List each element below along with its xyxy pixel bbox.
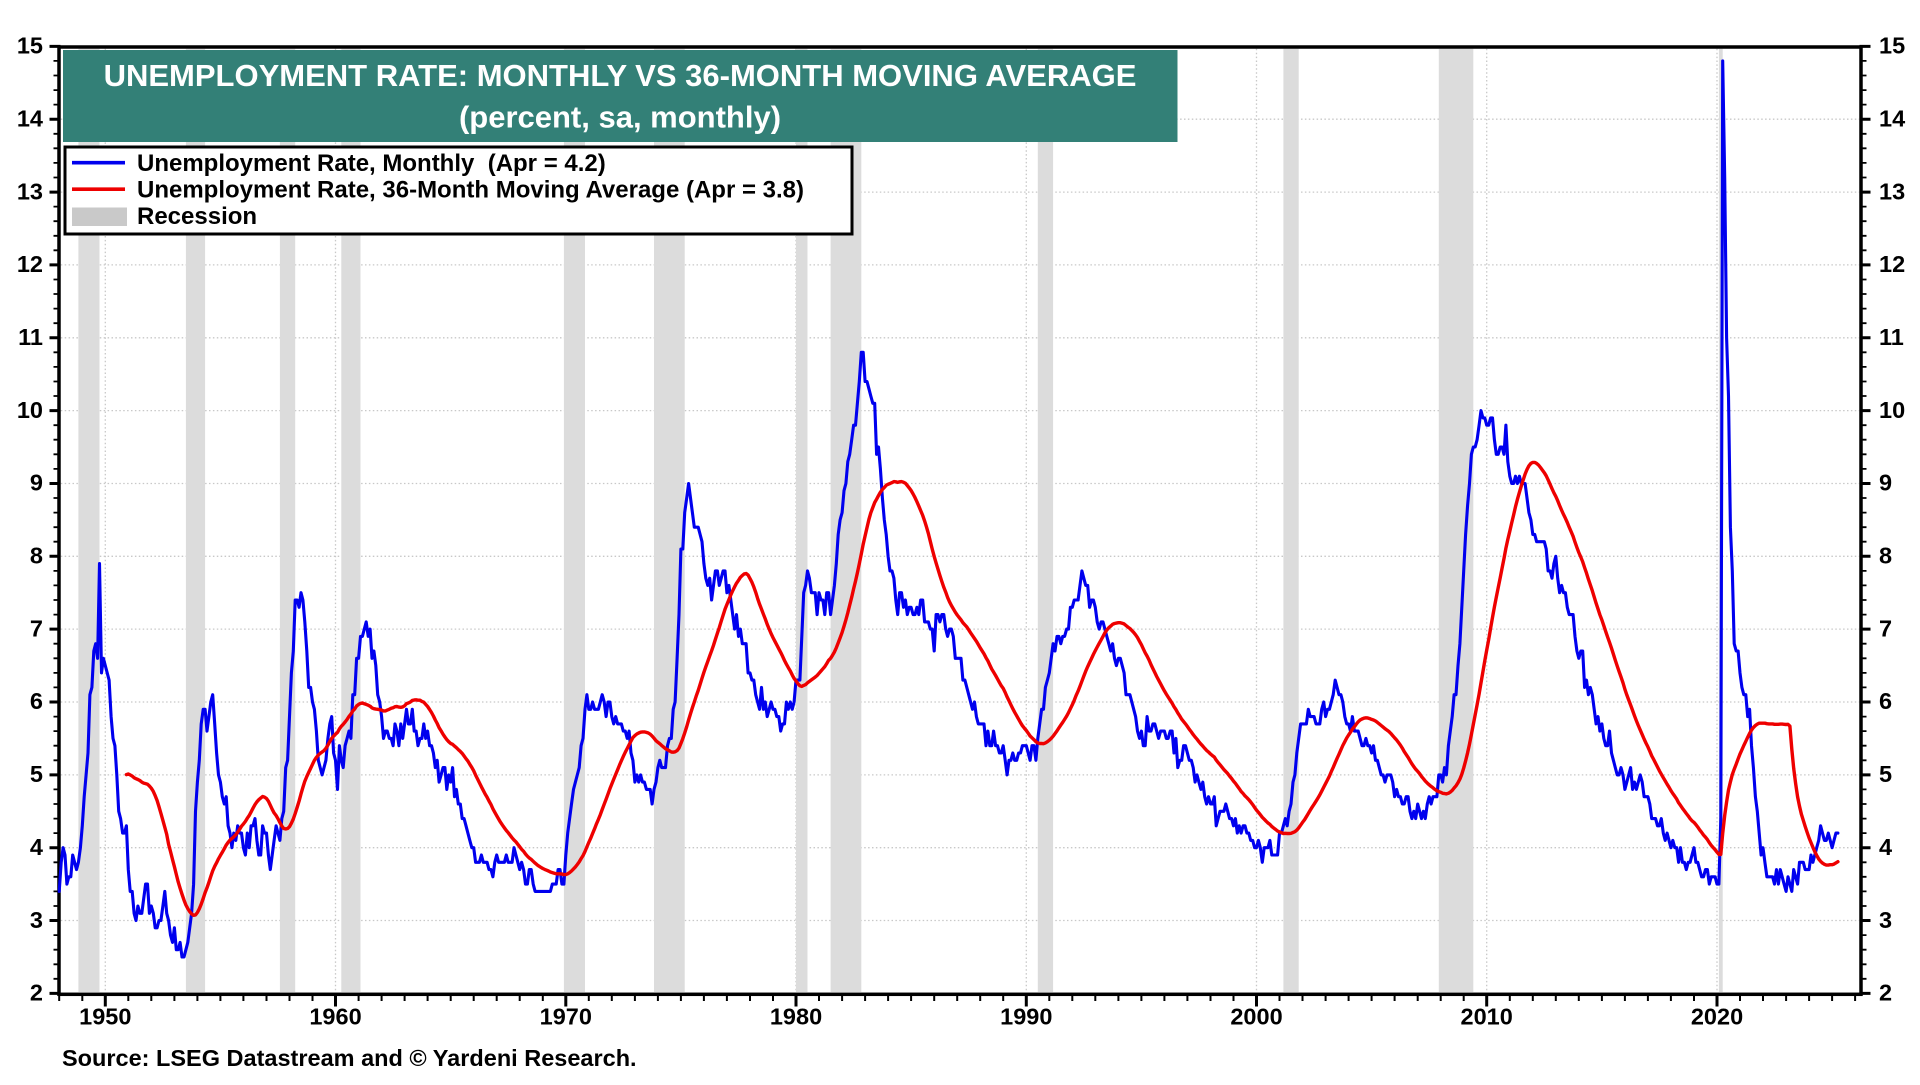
svg-text:9: 9 xyxy=(1879,470,1892,496)
svg-text:1970: 1970 xyxy=(540,1004,592,1030)
svg-text:7: 7 xyxy=(30,615,43,641)
svg-text:11: 11 xyxy=(1879,324,1904,350)
svg-text:1960: 1960 xyxy=(309,1004,361,1030)
svg-text:(percent, sa, monthly): (percent, sa, monthly) xyxy=(459,100,781,135)
svg-text:5: 5 xyxy=(1879,761,1892,787)
svg-text:3: 3 xyxy=(1879,907,1892,933)
svg-text:12: 12 xyxy=(17,251,43,277)
svg-text:15: 15 xyxy=(17,33,43,59)
svg-text:Recession: Recession xyxy=(137,203,257,230)
svg-text:4: 4 xyxy=(30,834,43,860)
svg-text:2: 2 xyxy=(30,980,43,1006)
svg-text:Unemployment Rate, Monthly (A: Unemployment Rate, Monthly (Apr = 4.2) xyxy=(137,150,606,177)
svg-text:1950: 1950 xyxy=(79,1004,131,1030)
svg-text:14: 14 xyxy=(1879,105,1905,131)
svg-text:2010: 2010 xyxy=(1461,1004,1513,1030)
svg-text:5: 5 xyxy=(30,761,43,787)
svg-text:12: 12 xyxy=(1879,251,1905,277)
svg-text:9: 9 xyxy=(30,470,43,496)
svg-text:15: 15 xyxy=(1879,33,1905,59)
svg-text:UNEMPLOYMENT RATE: MONTHLY VS: UNEMPLOYMENT RATE: MONTHLY VS 36-MONTH M… xyxy=(104,58,1137,93)
svg-text:8: 8 xyxy=(30,543,43,569)
svg-text:13: 13 xyxy=(17,178,43,204)
svg-text:2000: 2000 xyxy=(1230,1004,1282,1030)
svg-text:14: 14 xyxy=(17,105,43,131)
svg-text:Source: LSEG Datastream and ©: Source: LSEG Datastream and © Yardeni Re… xyxy=(62,1045,637,1071)
svg-text:3: 3 xyxy=(30,907,43,933)
svg-text:4: 4 xyxy=(1879,834,1892,860)
svg-text:6: 6 xyxy=(1879,688,1892,714)
svg-text:8: 8 xyxy=(1879,543,1892,569)
svg-text:11: 11 xyxy=(18,324,43,350)
svg-text:6: 6 xyxy=(30,688,43,714)
svg-text:13: 13 xyxy=(1879,178,1905,204)
svg-text:1990: 1990 xyxy=(1000,1004,1052,1030)
svg-text:2020: 2020 xyxy=(1691,1004,1743,1030)
svg-text:10: 10 xyxy=(17,397,43,423)
svg-text:1980: 1980 xyxy=(770,1004,822,1030)
svg-text:10: 10 xyxy=(1879,397,1905,423)
svg-text:2: 2 xyxy=(1879,980,1892,1006)
svg-text:7: 7 xyxy=(1879,615,1892,641)
svg-text:Unemployment Rate, 36-Month Mo: Unemployment Rate, 36-Month Moving Avera… xyxy=(137,177,804,204)
